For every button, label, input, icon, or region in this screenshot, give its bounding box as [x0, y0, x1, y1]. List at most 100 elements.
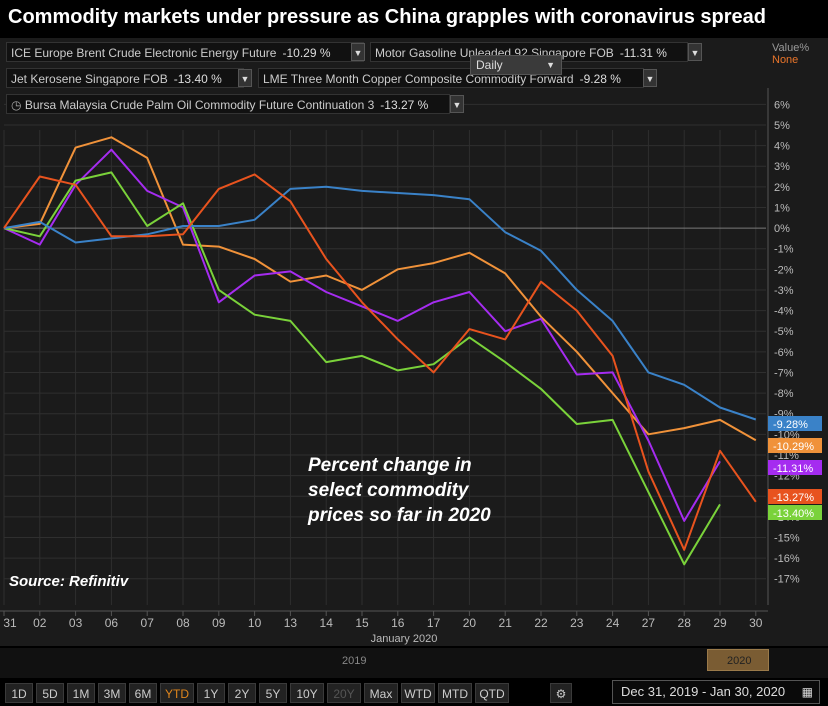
gridlines [3, 103, 766, 605]
copper-dropdown-chevron-icon[interactable]: ▼ [643, 69, 657, 87]
x-tick-label: 28 [678, 616, 692, 630]
end-tag-label-0: -10.29% [773, 441, 814, 453]
x-tick-label: 16 [391, 616, 405, 630]
palm-oil-dropdown-chevron-icon[interactable]: ▼ [450, 95, 464, 113]
x-tick-label: 20 [463, 616, 477, 630]
range-button-max[interactable]: Max [364, 683, 398, 703]
chart-area[interactable] [0, 38, 828, 646]
jet-kerosene-dropdown-chevron-icon[interactable]: ▼ [238, 69, 252, 87]
time-navigator[interactable] [0, 648, 828, 678]
x-tick-label: 02 [33, 616, 47, 630]
legend-gasoline-value: -11.31 % [619, 46, 667, 60]
series-line-0 [3, 136, 757, 442]
legend-palm-oil-label: Bursa Malaysia Crude Palm Oil Commodity … [24, 98, 375, 112]
x-tick-label: 07 [141, 616, 155, 630]
legend-brent-label: ICE Europe Brent Crude Electronic Energy… [11, 46, 277, 60]
value-mode-label: Value% [772, 42, 810, 54]
legend-jet-kerosene-label: Jet Kerosene Singapore FOB [11, 72, 168, 86]
annotation-line-1: Percent change in [308, 455, 472, 476]
end-tag-0 [768, 438, 822, 453]
range-button-2y[interactable]: 2Y [228, 683, 256, 703]
y-tick-label: 5% [774, 120, 790, 132]
legend-jet-kerosene-value: -13.40 % [173, 72, 222, 86]
interval-select-value: Daily [476, 58, 503, 72]
y-tick-label: -16% [774, 553, 800, 565]
y-tick-label: -5% [774, 326, 794, 338]
x-tick-label: 24 [606, 616, 620, 630]
x-tick-label: 14 [320, 616, 334, 630]
x-tick-label: 31 [3, 616, 17, 630]
x-tick-label: 30 [749, 616, 763, 630]
clock-icon: ◷ [11, 98, 25, 112]
end-tag-4 [768, 489, 822, 504]
y-tick-label: 6% [774, 99, 790, 111]
chevron-down-icon: ▼ [546, 60, 555, 70]
x-tick-label: 10 [248, 616, 262, 630]
legend-copper[interactable]: LME Three Month Copper Composite Commodi… [258, 68, 644, 88]
range-button-1y[interactable]: 1Y [197, 683, 225, 703]
range-button-5y[interactable]: 5Y [259, 683, 287, 703]
y-tick-label: -8% [774, 388, 794, 400]
legend-copper-value: -9.28 % [579, 72, 621, 86]
value-mode[interactable]: Value% None [772, 42, 809, 66]
y-tick-label: -17% [774, 574, 800, 586]
y-tick-label: -7% [774, 367, 794, 379]
x-tick-label: 17 [427, 616, 441, 630]
series-line-1 [3, 148, 721, 522]
series-lines [3, 136, 757, 566]
range-button-6m[interactable]: 6M [129, 683, 157, 703]
range-button-10y[interactable]: 10Y [290, 683, 324, 703]
calendar-icon: ▦ [801, 685, 813, 699]
x-tick-label: 06 [105, 616, 119, 630]
y-tick-label: -4% [774, 306, 794, 318]
end-tag-2 [768, 505, 822, 520]
end-labels: -10.29% -11.31% -13.40% -9.28% -13.27% [768, 416, 822, 520]
x-tick-label: 22 [534, 616, 548, 630]
range-button-20y[interactable]: 20Y [327, 683, 361, 703]
y-tick-label: -3% [774, 285, 794, 297]
source-label: Source: Refinitiv [9, 573, 129, 590]
range-button-1m[interactable]: 1M [67, 683, 95, 703]
range-button-mtd[interactable]: MTD [438, 683, 472, 703]
end-tag-3 [768, 416, 822, 431]
brent-dropdown-chevron-icon[interactable]: ▼ [351, 43, 365, 61]
legend-gasoline[interactable]: Motor Gasoline Unleaded 92 Singapore FOB… [370, 42, 688, 62]
value-mode-value: None [772, 54, 799, 66]
legend-brent-value: -10.29 % [282, 46, 331, 60]
interval-select[interactable]: Daily ▼ [470, 55, 562, 75]
y-tick-label: -15% [774, 532, 800, 544]
navigator-year-2019: 2019 [342, 655, 367, 667]
legend-jet-kerosene[interactable]: Jet Kerosene Singapore FOB -13.40 % [6, 68, 244, 88]
date-range-value: Dec 31, 2019 - Jan 30, 2020 [621, 684, 786, 699]
end-tag-label-4: -13.27% [773, 492, 814, 504]
range-button-wtd[interactable]: WTD [401, 683, 435, 703]
range-button-ytd[interactable]: YTD [160, 683, 194, 703]
y-tick-label: -2% [774, 264, 794, 276]
x-tick-label: 03 [69, 616, 83, 630]
axes: 6%5%4%3%2%1%0%-1%-2%-3%-4%-5%-6%-7%-8%-9… [0, 88, 800, 645]
navigator-range-handle[interactable] [707, 649, 769, 671]
legend-palm-oil-value: -13.27 % [380, 98, 429, 112]
legend-brent[interactable]: ICE Europe Brent Crude Electronic Energy… [6, 42, 364, 62]
series-line-3 [3, 185, 757, 421]
series-line-2 [3, 171, 721, 566]
end-tag-label-2: -13.40% [773, 508, 814, 520]
y-tick-label: 0% [774, 223, 790, 235]
range-button-qtd[interactable]: QTD [475, 683, 509, 703]
legend-palm-oil[interactable]: ◷ Bursa Malaysia Crude Palm Oil Commodit… [6, 94, 450, 114]
x-tick-label: 21 [499, 616, 513, 630]
y-tick-label: 4% [774, 141, 790, 153]
range-button-5d[interactable]: 5D [36, 683, 64, 703]
range-button-1d[interactable]: 1D [5, 683, 33, 703]
settings-gear-icon[interactable]: ⚙ [550, 683, 572, 703]
x-tick-label: 08 [176, 616, 190, 630]
end-tag-label-3: -9.28% [773, 419, 808, 431]
x-tick-label: 23 [570, 616, 584, 630]
series-line-4 [3, 173, 757, 551]
date-range-picker[interactable]: Dec 31, 2019 - Jan 30, 2020 ▦ [612, 680, 820, 704]
y-tick-label: -1% [774, 244, 794, 256]
x-tick-label: 27 [642, 616, 656, 630]
gasoline-dropdown-chevron-icon[interactable]: ▼ [688, 43, 702, 61]
range-button-3m[interactable]: 3M [98, 683, 126, 703]
